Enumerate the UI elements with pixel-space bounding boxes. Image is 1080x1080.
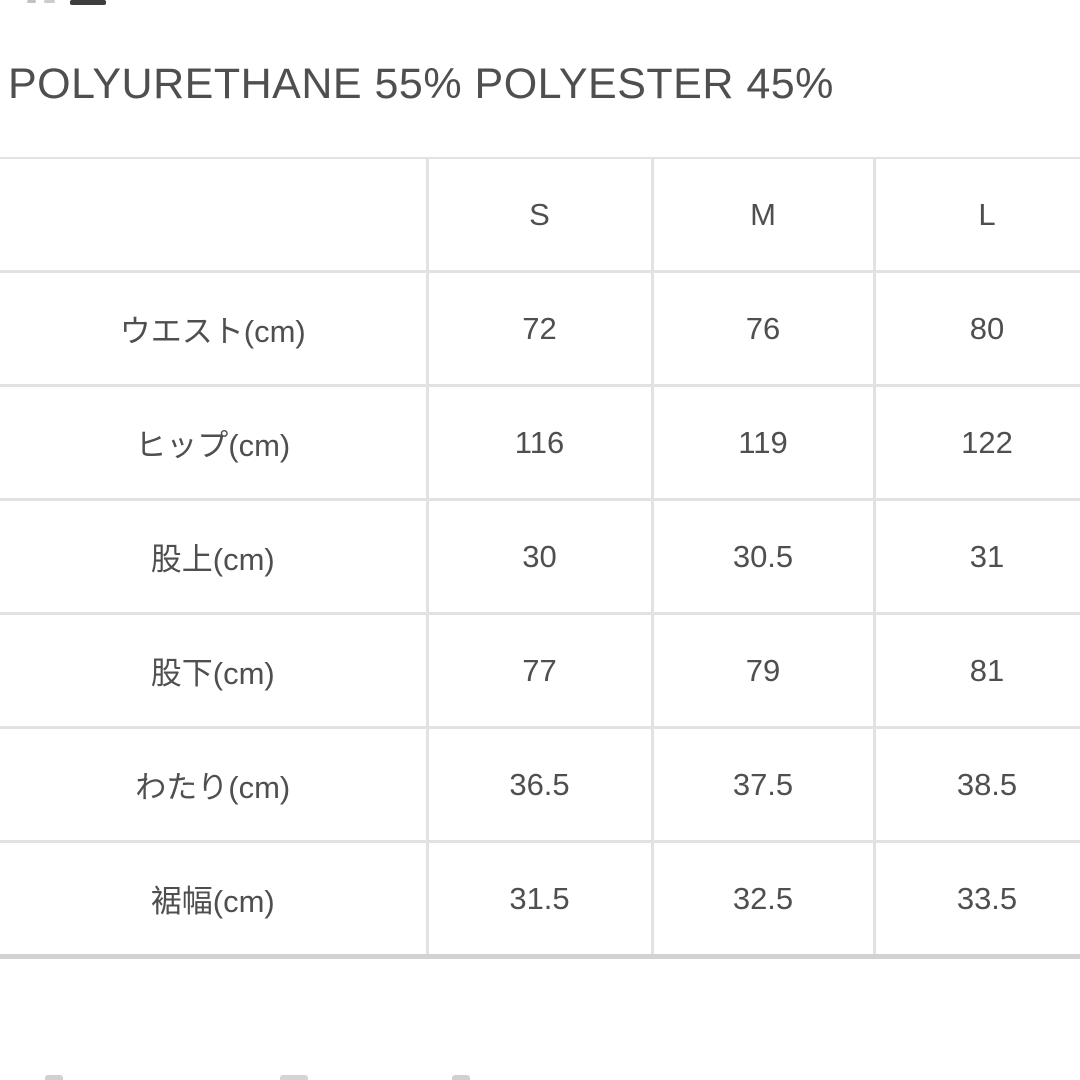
clipped-text-top-fragment	[44, 0, 55, 3]
clipped-text-top-fragment	[70, 0, 106, 5]
row-label: 股上(cm)	[0, 498, 429, 615]
size-value: 81	[872, 612, 1080, 729]
size-value: 30.5	[650, 498, 876, 615]
size-value: 116	[425, 384, 654, 501]
size-value: 31	[872, 498, 1080, 615]
size-value: 32.5	[650, 840, 876, 959]
row-label: 股下(cm)	[0, 612, 429, 729]
row-label: わたり(cm)	[0, 726, 429, 843]
size-value: 79	[650, 612, 876, 729]
row-label: ウエスト(cm)	[0, 270, 429, 387]
table-row-inseam: 股下(cm) 77 79 81	[0, 612, 1080, 729]
material-composition-text: POLYURETHANE 55% POLYESTER 45%	[8, 60, 834, 108]
size-value: 37.5	[650, 726, 876, 843]
size-chart-table: S M L ウエスト(cm) 72 76 80 ヒップ(cm) 116 119 …	[0, 157, 1080, 959]
column-header-m: M	[650, 157, 876, 273]
size-value: 77	[425, 612, 654, 729]
row-label: 裾幅(cm)	[0, 840, 429, 959]
row-label: ヒップ(cm)	[0, 384, 429, 501]
table-row-hem-width: 裾幅(cm) 31.5 32.5 33.5	[0, 840, 1080, 959]
table-row-thigh: わたり(cm) 36.5 37.5 38.5	[0, 726, 1080, 843]
column-header-s: S	[425, 157, 654, 273]
clipped-text-bottom-fragment	[280, 1075, 308, 1080]
table-row-rise: 股上(cm) 30 30.5 31	[0, 498, 1080, 615]
size-value: 122	[872, 384, 1080, 501]
clipped-text-bottom-fragment	[452, 1075, 470, 1080]
size-value: 119	[650, 384, 876, 501]
column-header-l: L	[872, 157, 1080, 273]
size-value: 31.5	[425, 840, 654, 959]
size-value: 38.5	[872, 726, 1080, 843]
table-row-hip: ヒップ(cm) 116 119 122	[0, 384, 1080, 501]
size-value: 80	[872, 270, 1080, 387]
size-value: 30	[425, 498, 654, 615]
size-value: 76	[650, 270, 876, 387]
clipped-text-bottom-fragment	[45, 1075, 63, 1080]
clipped-text-top-fragment	[27, 0, 36, 3]
size-value: 72	[425, 270, 654, 387]
size-value: 33.5	[872, 840, 1080, 959]
table-row-waist: ウエスト(cm) 72 76 80	[0, 270, 1080, 387]
size-table-header-row: S M L	[0, 157, 1080, 273]
size-value: 36.5	[425, 726, 654, 843]
corner-cell	[0, 157, 429, 273]
